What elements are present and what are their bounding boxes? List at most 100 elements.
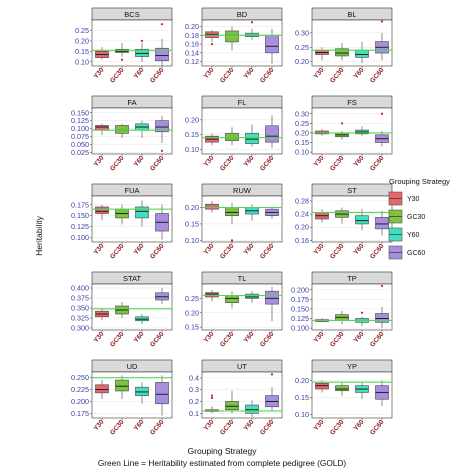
panel-title: BL (347, 10, 356, 19)
y-tick-label: 0.30 (295, 109, 309, 118)
panel-title: UT (237, 362, 247, 371)
y-tick-label: 0.20 (185, 115, 199, 124)
y-tick-label: 0.20 (295, 128, 309, 137)
x-tick-label: GC30 (109, 243, 126, 261)
box-y30 (205, 30, 219, 46)
y-tick-label: 0.1 (189, 409, 199, 418)
panel-yp: YP 0.10 0.15 0.20 Y30 GC30 Y60 GC60 (295, 359, 393, 437)
box-gc30 (115, 302, 129, 318)
box-gc30 (335, 382, 349, 396)
x-tick-label: Y30 (203, 67, 216, 81)
box-iqr (115, 379, 129, 392)
x-tick-label: GC30 (329, 243, 346, 261)
y-tick-label: 0.10 (295, 410, 309, 419)
box-gc60 (155, 115, 169, 152)
box-gc60 (155, 288, 169, 304)
y-tick-label: 0.15 (295, 393, 309, 402)
x-tick-label: Y30 (93, 243, 106, 257)
outlier-point (250, 21, 254, 24)
y-tick-label: 0.30 (295, 28, 309, 37)
x-tick-label: GC30 (329, 67, 346, 85)
outlier-point (210, 396, 214, 400)
outlier-point (210, 42, 214, 46)
y-tick-label: 0.200 (291, 285, 309, 294)
y-tick-label: 0.125 (71, 116, 89, 125)
box-y60 (245, 124, 259, 147)
box-iqr (265, 125, 279, 143)
x-tick-label: Y60 (133, 67, 146, 81)
box-y60 (135, 39, 149, 62)
box-gc30 (225, 202, 239, 242)
x-tick-label: Y60 (133, 243, 146, 257)
box-y60 (245, 400, 259, 417)
x-tick-label: GC60 (369, 331, 386, 349)
x-tick-label: Y60 (353, 243, 366, 257)
box-gc60 (375, 380, 389, 407)
box-iqr (225, 401, 239, 411)
box-iqr (225, 132, 239, 141)
x-tick-label: Y30 (313, 419, 326, 433)
y-tick-label: 0.400 (71, 284, 89, 293)
y-tick-label: 0.24 (295, 210, 309, 219)
box-iqr (375, 217, 389, 230)
panel-title: FS (347, 98, 357, 107)
y-tick-label: 0.075 (71, 132, 89, 141)
panel-fs: FS 0.100.150.200.250.30 Y30 GC30 Y60 GC60 (295, 95, 393, 172)
x-tick-label: GC30 (109, 331, 126, 349)
box-iqr (95, 206, 109, 214)
box-y60 (355, 382, 369, 400)
box-iqr (265, 35, 279, 54)
x-tick-label: GC30 (109, 419, 126, 437)
y-tick-label: 0.25 (295, 119, 309, 128)
y-tick-label: 0.150 (71, 211, 89, 220)
legend-label: Y30 (407, 196, 420, 203)
box-iqr (245, 293, 259, 299)
y-tick-label: 0.300 (71, 324, 89, 333)
x-tick-label: Y60 (243, 67, 256, 81)
box-iqr (115, 125, 129, 134)
legend-label: GC60 (407, 250, 425, 257)
box-y60 (135, 382, 149, 404)
panel-fua: FUA 0.100 0.125 0.150 0.175 Y30 GC30 Y60 GC60 (71, 183, 173, 261)
x-tick-label: Y30 (93, 419, 106, 433)
gold-line-caption: Green Line = Heritability estimated from… (98, 458, 347, 468)
x-tick-label: Y60 (353, 67, 366, 81)
legend-item-gc30: GC30 (388, 209, 425, 224)
box-y60 (245, 291, 259, 303)
x-tick-label: GC60 (369, 243, 386, 261)
x-tick-label: GC60 (149, 243, 166, 261)
x-tick-label: Y30 (93, 155, 106, 169)
x-tick-label: GC30 (329, 419, 346, 437)
legend-label: Y60 (407, 232, 420, 239)
x-tick-label: GC30 (219, 243, 236, 261)
y-tick-label: 0.150 (71, 108, 89, 117)
x-tick-label: GC60 (369, 419, 386, 437)
x-tick-label: Y60 (133, 331, 146, 345)
box-y30 (95, 204, 109, 221)
x-tick-label: GC60 (259, 243, 276, 261)
x-tick-label: Y30 (93, 67, 106, 81)
panel-title: STAT (123, 274, 141, 283)
x-tick-label: Y60 (243, 331, 256, 345)
y-tick-label: 0.15 (185, 130, 199, 139)
box-y60 (355, 126, 369, 136)
x-tick-label: GC60 (259, 67, 276, 85)
panel-title: YP (347, 362, 357, 371)
y-tick-label: 0.175 (71, 409, 89, 418)
legend-label: GC30 (407, 214, 425, 221)
legend-title: Grouping Strategy (389, 177, 450, 186)
x-tick-label: GC30 (109, 67, 126, 85)
x-tick-label: GC60 (259, 419, 276, 437)
box-gc60 (265, 373, 279, 411)
box-y60 (135, 200, 149, 227)
x-tick-label: GC60 (149, 67, 166, 85)
legend-item-gc60: GC60 (388, 245, 425, 260)
outlier-point (360, 311, 364, 314)
legend-item-y30: Y30 (388, 191, 420, 206)
box-y60 (135, 314, 149, 324)
outlier-point (210, 394, 214, 397)
